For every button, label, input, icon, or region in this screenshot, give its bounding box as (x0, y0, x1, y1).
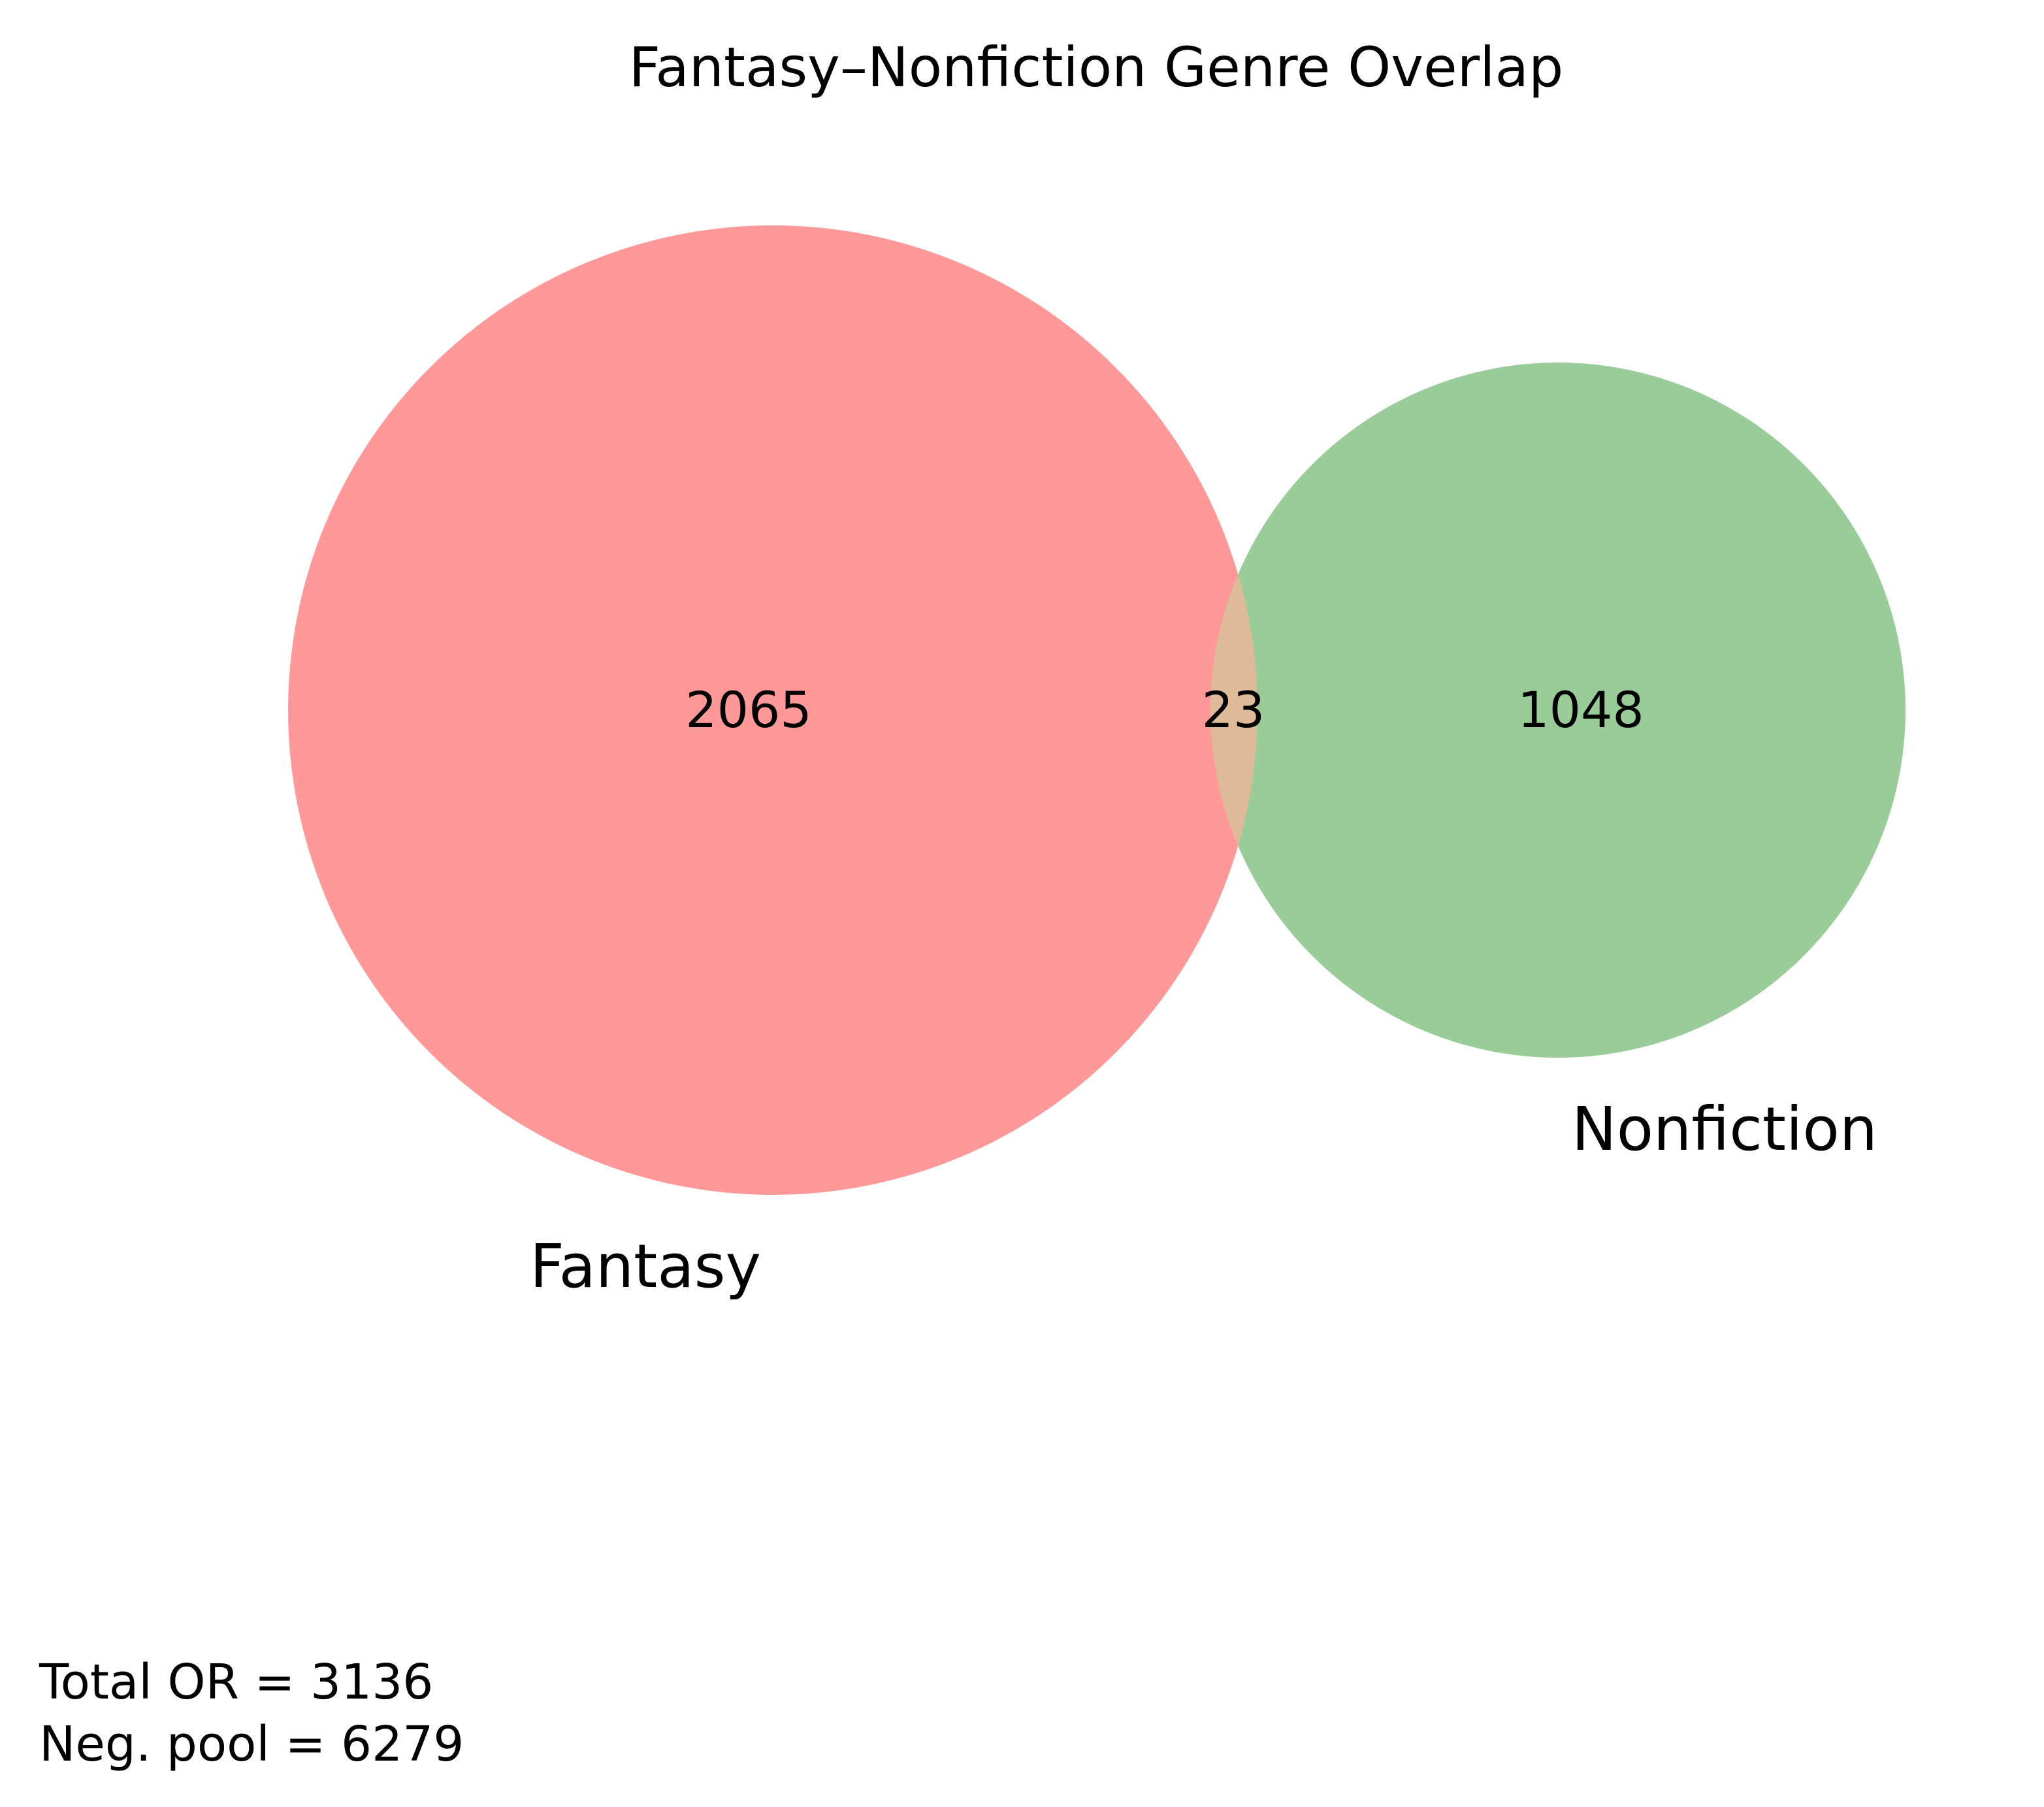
nonfiction-circle (1210, 363, 1906, 1058)
neg-pool-note: Neg. pool = 6279 (39, 1716, 464, 1772)
nonfiction-label: Nonfiction (1572, 1094, 1877, 1164)
intersection-count: 23 (1202, 681, 1265, 739)
fantasy-circle (288, 225, 1257, 1195)
fantasy-only-count: 2065 (685, 681, 811, 739)
total-or-note: Total OR = 3136 (39, 1654, 433, 1710)
diagram-title: Fantasy–Nonfiction Genre Overlap (629, 35, 1564, 99)
fantasy-label: Fantasy (530, 1231, 761, 1301)
nonfiction-only-count: 1048 (1517, 681, 1644, 739)
